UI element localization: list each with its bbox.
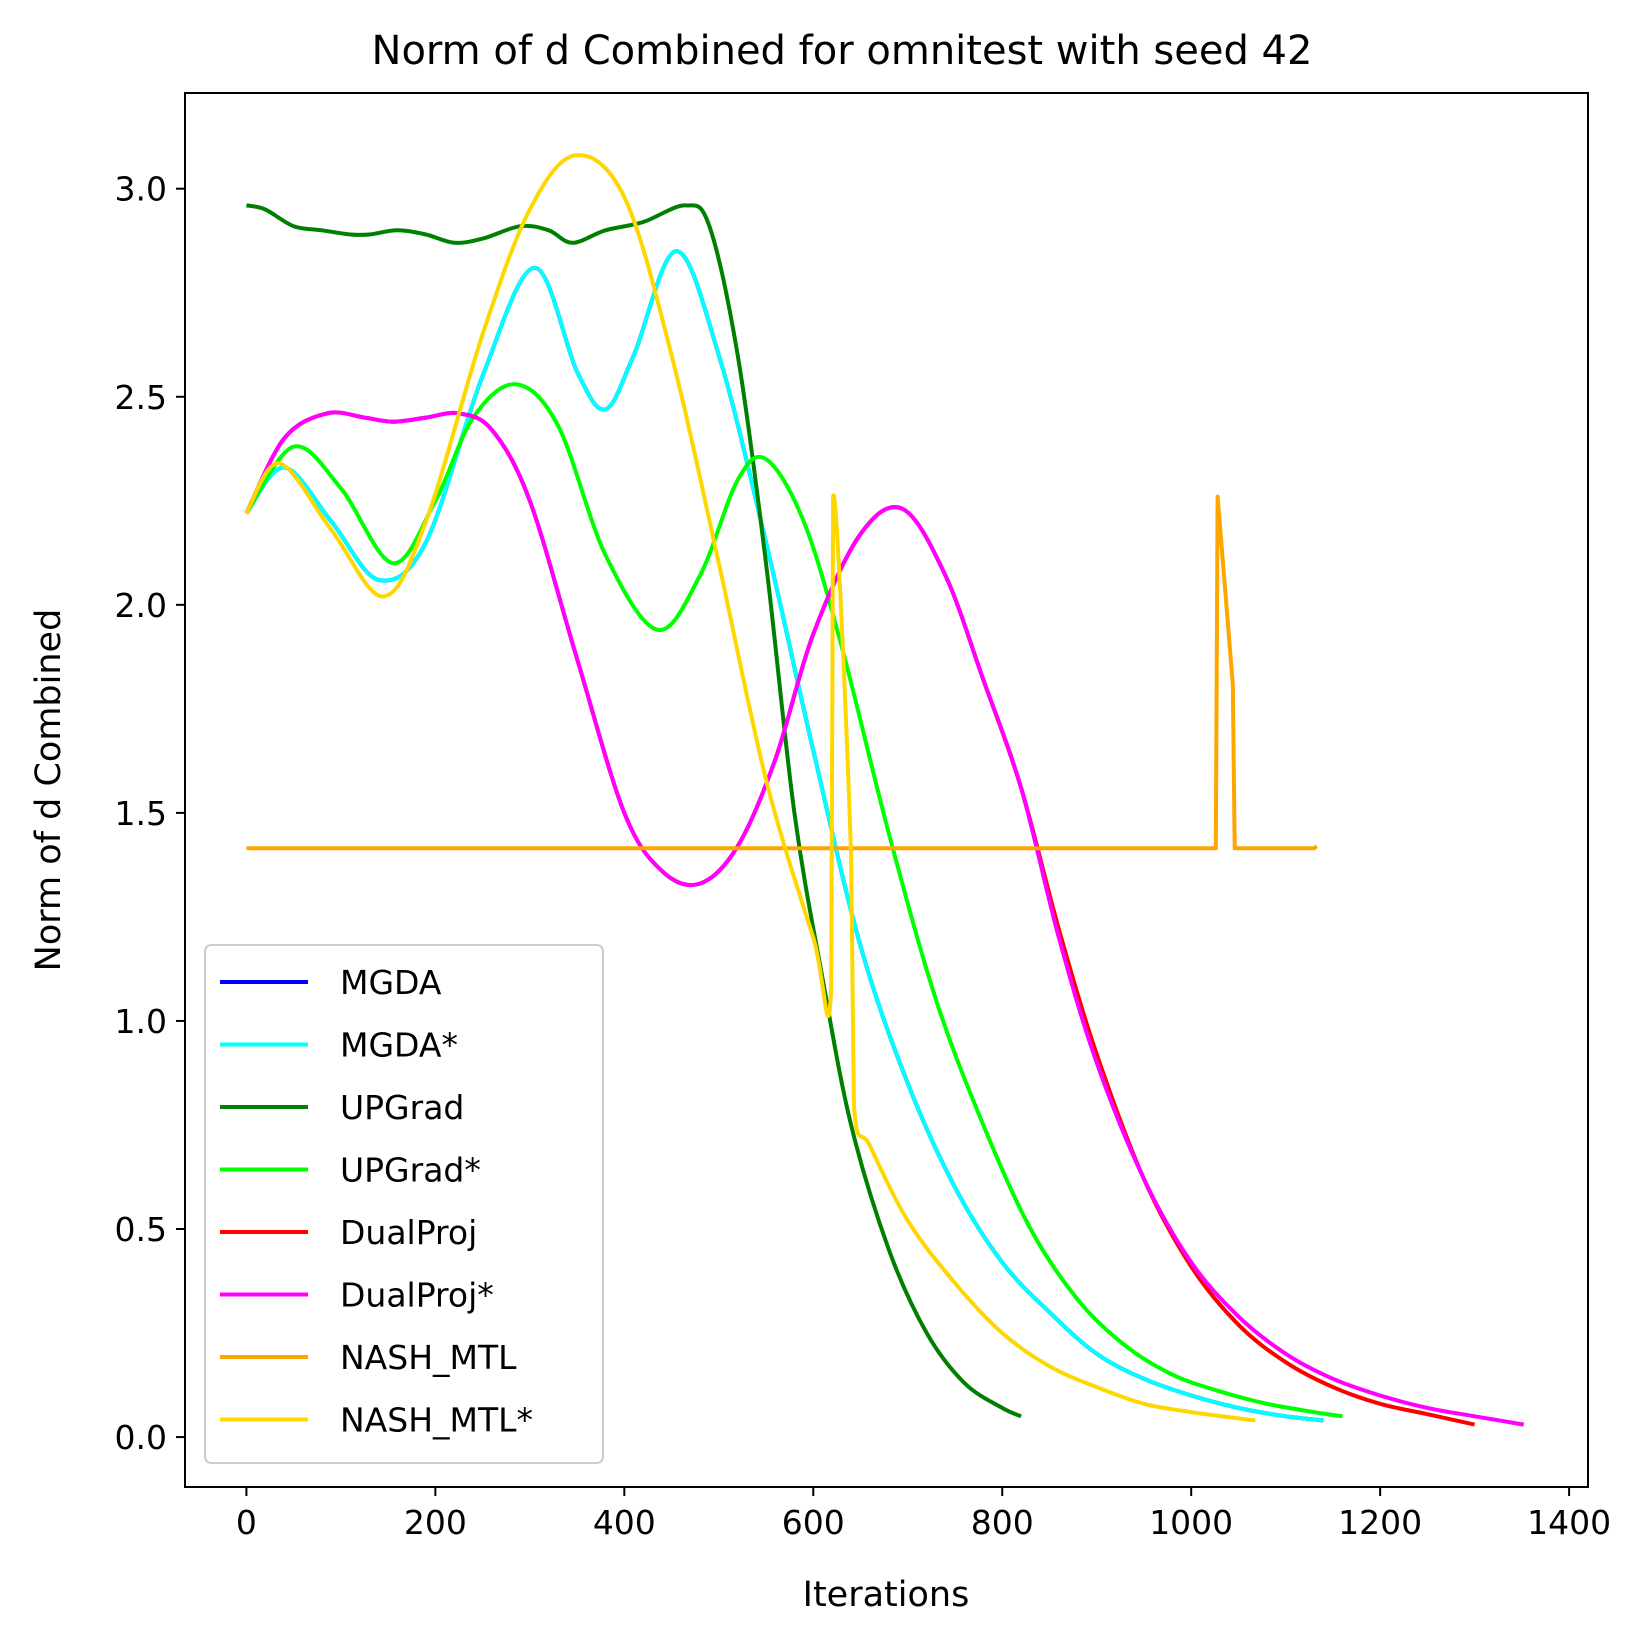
chart-title: Norm of d Combined for omnitest with see…: [372, 28, 1313, 74]
y-tick-label: 3.0: [115, 170, 167, 209]
legend-box: [204, 944, 604, 1464]
y-tick-label: 1.0: [115, 1002, 167, 1041]
legend-label: MGDA: [340, 963, 442, 1002]
legend-label: NASH_MTL: [340, 1338, 517, 1377]
y-tick-label: 1.5: [115, 794, 167, 833]
series-line-upgrad: [246, 203, 1022, 1419]
series-line-nash-mtl-: [244, 153, 1256, 1423]
lines-layer: [244, 153, 1525, 1427]
y-tick-label: 2.0: [115, 586, 167, 625]
plot-frame: [184, 92, 1589, 1488]
x-tick-label: 800: [971, 1503, 1034, 1542]
x-tick-label: 0: [236, 1503, 257, 1542]
y-axis-label: Norm of d Combined: [29, 609, 69, 972]
legend-label: MGDA*: [340, 1026, 458, 1065]
y-tick-label: 2.5: [115, 378, 167, 417]
y-tick-label: 0.0: [115, 1418, 167, 1457]
series-line-nash-mtl: [246, 494, 1318, 851]
x-tick-label: 1400: [1527, 1503, 1611, 1542]
x-tick-label: 1000: [1149, 1503, 1233, 1542]
legend: MGDA MGDA* UPGrad UPGrad* DualProj DualProj* N…: [204, 944, 604, 1464]
legend-label: DualProj: [340, 1213, 477, 1252]
y-tick-label: 0.5: [115, 1210, 167, 1249]
legend-label: NASH_MTL*: [340, 1401, 533, 1440]
x-tick-label: 1200: [1338, 1503, 1422, 1542]
x-tick-label: 200: [404, 1503, 467, 1542]
series-line-upgrad-: [244, 382, 1343, 1419]
series-line-mgda-: [244, 249, 1324, 1423]
legend-label: DualProj*: [340, 1276, 494, 1315]
legend-label: UPGrad: [340, 1088, 464, 1127]
y-axis: 0.0 0.5 1.0 1.5 2.0 2.5 3.0: [115, 170, 185, 1457]
series-line-dualproj-: [244, 410, 1525, 1427]
x-axis: 0 200 400 600 800 1000 1200 1400: [236, 1487, 1611, 1542]
x-tick-label: 600: [782, 1503, 845, 1542]
legend-label: UPGrad*: [340, 1151, 481, 1190]
x-tick-label: 400: [593, 1503, 656, 1542]
x-axis-label: Iterations: [803, 1575, 970, 1615]
